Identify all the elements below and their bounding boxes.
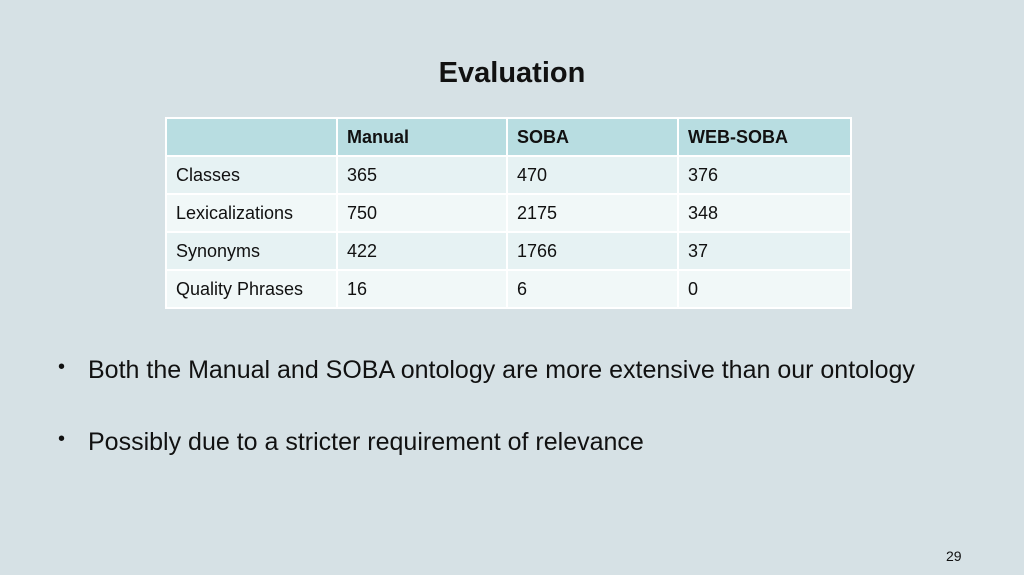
- table-row-label: Lexicalizations: [165, 193, 338, 233]
- slide-title: Evaluation: [438, 57, 586, 89]
- table-row-label: Classes: [165, 155, 338, 195]
- table-cell: 37: [677, 231, 852, 271]
- table-row-label: Synonyms: [165, 231, 338, 271]
- table-row: Synonyms 422 1766 37: [165, 231, 852, 271]
- bullet-list: • Both the Manual and SOBA ontology are …: [56, 350, 996, 494]
- table-header-cell-web-soba: WEB-SOBA: [677, 117, 852, 157]
- bullet-item: • Possibly due to a stricter requirement…: [56, 422, 996, 462]
- bullet-text: Possibly due to a stricter requirement o…: [88, 428, 644, 456]
- table-cell: 1766: [506, 231, 679, 271]
- evaluation-table: Manual SOBA WEB-SOBA Classes 365 470 376…: [165, 117, 852, 309]
- table-header-cell-empty: [165, 117, 338, 157]
- table-header-cell-manual: Manual: [336, 117, 508, 157]
- bullet-dot-icon: •: [58, 428, 66, 450]
- table-cell: 348: [677, 193, 852, 233]
- table-cell: 365: [336, 155, 508, 195]
- table-cell: 422: [336, 231, 508, 271]
- table-header-row: Manual SOBA WEB-SOBA: [165, 117, 852, 157]
- page-number: 29: [946, 548, 962, 564]
- table-cell: 2175: [506, 193, 679, 233]
- table-cell: 750: [336, 193, 508, 233]
- table-row: Quality Phrases 16 6 0: [165, 269, 852, 309]
- table-cell: 16: [336, 269, 508, 309]
- table-header-cell-soba: SOBA: [506, 117, 679, 157]
- table-cell: 470: [506, 155, 679, 195]
- bullet-dot-icon: •: [58, 356, 66, 378]
- table-cell: 0: [677, 269, 852, 309]
- bullet-text: Both the Manual and SOBA ontology are mo…: [88, 356, 915, 384]
- table-cell: 6: [506, 269, 679, 309]
- table-row: Classes 365 470 376: [165, 155, 852, 195]
- table-cell: 376: [677, 155, 852, 195]
- bullet-item: • Both the Manual and SOBA ontology are …: [56, 350, 996, 390]
- table-row-label: Quality Phrases: [165, 269, 338, 309]
- table-row: Lexicalizations 750 2175 348: [165, 193, 852, 233]
